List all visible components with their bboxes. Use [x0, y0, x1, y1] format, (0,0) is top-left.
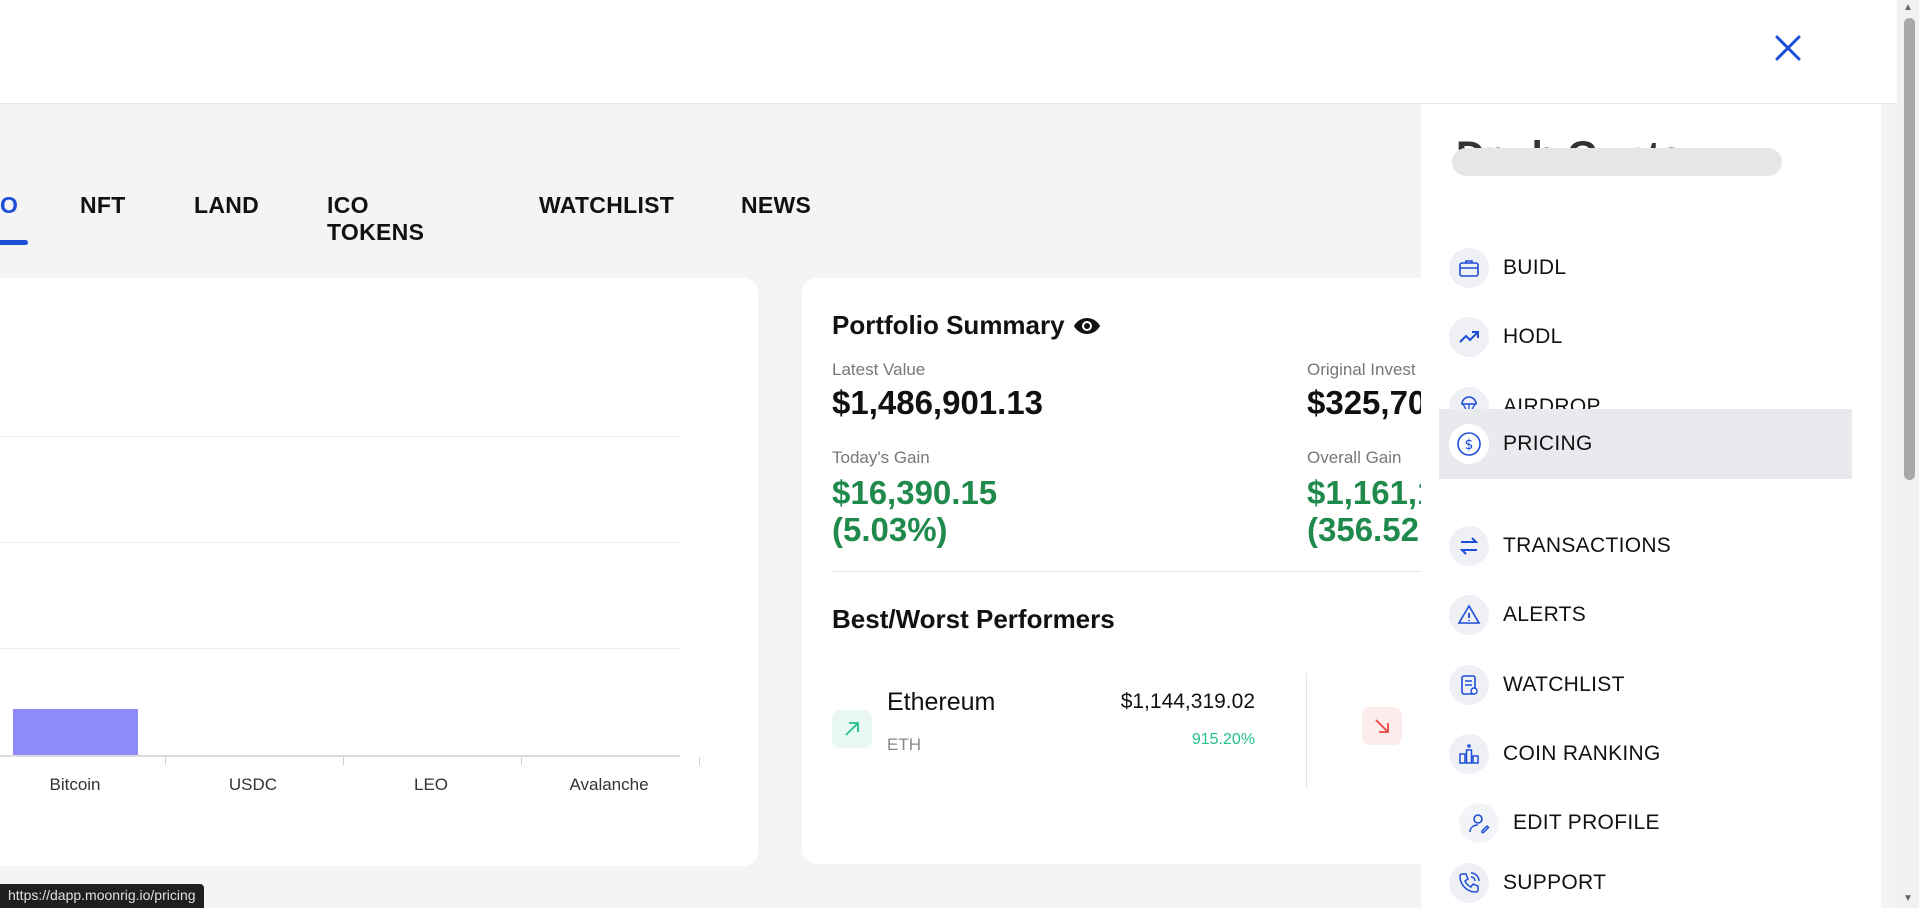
close-icon [1775, 35, 1801, 61]
menu-item-buidl[interactable]: BUIDL [1439, 233, 1852, 303]
tab-news[interactable]: NEWS [741, 192, 812, 218]
best-performer-name[interactable]: Ethereum [887, 688, 996, 716]
svg-text:$: $ [1465, 437, 1474, 453]
menu-label: TRANSACTIONS [1503, 534, 1672, 557]
menu-item-watchlist[interactable]: WATCHLIST [1439, 650, 1852, 720]
menu-label: HODL [1503, 325, 1563, 348]
menu-item-pricing[interactable]: $ PRICING [1439, 409, 1852, 479]
x-tick [521, 757, 522, 765]
top-header [0, 0, 1919, 104]
latest-value: $1,486,901.13 [832, 384, 1044, 421]
menu-label: PRICING [1503, 432, 1593, 455]
best-performer-change: 915.20% [1191, 731, 1255, 748]
eye-icon[interactable] [1073, 316, 1101, 336]
overall-gain-label: Overall Gain [1307, 448, 1402, 467]
phone-icon [1449, 863, 1489, 903]
portfolio-summary-title: Portfolio Summary [832, 310, 1101, 341]
tab-land[interactable]: LAND [194, 192, 260, 218]
menu-item-support[interactable]: SUPPORT [1439, 858, 1852, 908]
status-bar-url: https://dapp.moonrig.io/pricing [0, 884, 204, 908]
side-menu: Dr...h Gupta BUIDL HODL AIRDROP $ PRICIN… [1421, 104, 1881, 908]
menu-label: SUPPORT [1503, 871, 1607, 894]
menu-label: EDIT PROFILE [1513, 811, 1660, 834]
tab-nft[interactable]: NFT [80, 192, 126, 218]
latest-value-label: Latest Value [832, 360, 926, 379]
tab-watchlist[interactable]: WATCHLIST [539, 192, 675, 218]
dollar-circle-icon: $ [1449, 424, 1489, 464]
menu-label: COIN RANKING [1503, 742, 1661, 765]
x-tick [343, 757, 344, 765]
arrow-down-right-icon [1362, 707, 1402, 745]
best-worst-title: Best/Worst Performers [832, 604, 1115, 634]
grid-line [0, 436, 680, 437]
original-investment-label: Original Invest [1307, 360, 1416, 379]
watchlist-icon [1449, 665, 1489, 705]
summary-title-text: Portfolio Summary [832, 310, 1065, 340]
arrow-up-right-icon [832, 710, 872, 748]
trending-up-icon [1449, 317, 1489, 357]
bar-bitcoin[interactable] [13, 709, 138, 755]
swap-icon [1449, 526, 1489, 566]
allocation-chart-card: Bitcoin USDC LEO Avalanche [0, 278, 758, 866]
performers-divider [1306, 673, 1307, 788]
x-label-bitcoin: Bitcoin [49, 775, 101, 794]
scroll-down-arrow-icon[interactable]: ▼ [1903, 893, 1913, 904]
todays-gain-percent: (5.03%) [832, 511, 948, 548]
active-tab-underline [0, 240, 28, 245]
overall-gain-percent: (356.52 [1307, 511, 1419, 548]
best-performer-symbol: ETH [887, 735, 921, 754]
close-menu-button[interactable] [1772, 32, 1804, 64]
user-edit-icon [1459, 803, 1499, 843]
portfolio-summary-card: Portfolio Summary Latest Value $1,486,90… [802, 278, 1522, 864]
menu-item-coin-ranking[interactable]: COIN RANKING [1439, 719, 1852, 789]
menu-item-edit-profile[interactable]: EDIT PROFILE [1439, 788, 1852, 858]
summary-divider [832, 571, 1522, 572]
menu-item-hodl[interactable]: HODL [1439, 302, 1852, 372]
todays-gain-label: Today's Gain [832, 448, 930, 467]
todays-gain-amount: $16,390.15 [832, 474, 998, 511]
x-label-avalanche: Avalanche [569, 775, 649, 794]
grid-line [0, 542, 680, 543]
x-label-usdc: USDC [228, 775, 278, 794]
menu-label: WATCHLIST [1503, 673, 1625, 696]
x-tick [165, 757, 166, 765]
grid-line [0, 648, 680, 649]
scroll-up-arrow-icon[interactable]: ▲ [1903, 2, 1913, 13]
menu-item-transactions[interactable]: TRANSACTIONS [1439, 511, 1852, 581]
user-name-redaction [1452, 148, 1782, 176]
menu-label: BUIDL [1503, 256, 1567, 279]
menu-label: ALERTS [1503, 603, 1587, 626]
tab-portfolio[interactable]: O [0, 192, 19, 218]
ranking-icon [1449, 734, 1489, 774]
warning-icon [1449, 595, 1489, 635]
tab-ico-tokens[interactable]: ICO TOKENS [327, 192, 425, 245]
x-tick [699, 757, 700, 765]
scrollbar-thumb[interactable] [1904, 18, 1915, 480]
menu-item-alerts[interactable]: ALERTS [1439, 580, 1852, 650]
original-investment-value: $325,70 [1307, 384, 1427, 421]
briefcase-icon [1449, 248, 1489, 288]
x-axis [0, 755, 680, 757]
best-performer-price: $1,144,319.02 [1120, 690, 1255, 713]
x-label-leo: LEO [413, 775, 449, 794]
